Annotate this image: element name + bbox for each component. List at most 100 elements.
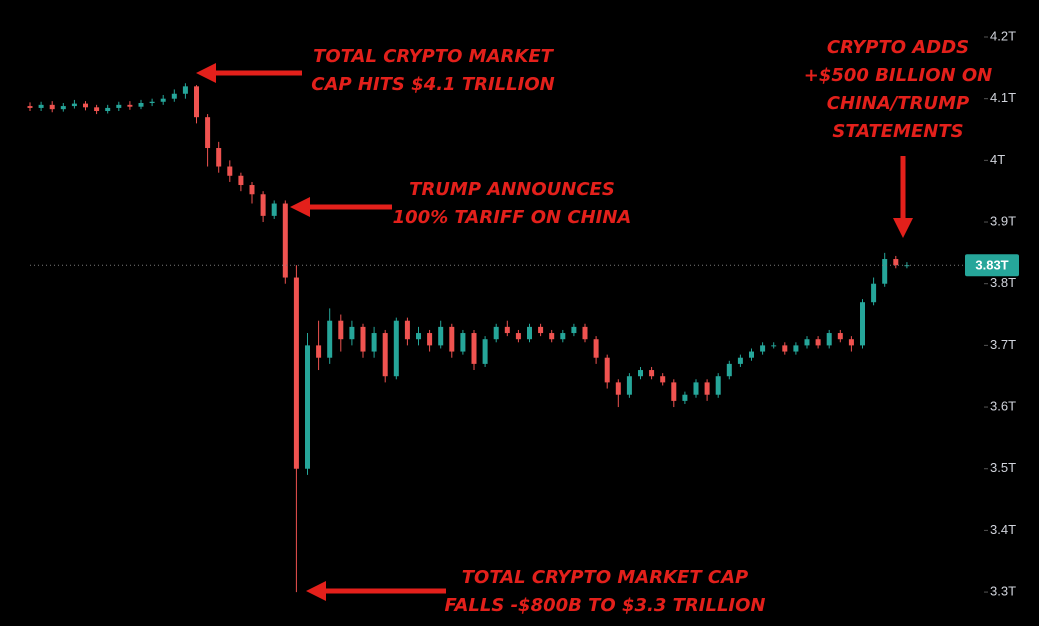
candle-body [393,320,399,377]
y-tick-label: 4.1T [990,90,1016,105]
candle-body [271,203,277,216]
candle-body [149,101,155,103]
candle-body [715,376,721,395]
candle-body [83,103,88,108]
candle-body [893,259,899,266]
candle-body [471,333,477,364]
candle-body [638,370,643,377]
y-tick-label: 3.5T [990,460,1016,475]
annotation-line: TRUMP ANNOUNCES [409,179,615,200]
candle-body [582,326,588,340]
candle-body [27,106,33,108]
candle-body [360,326,366,352]
last-price-label: 3.83T [975,258,1008,273]
candle-body [182,86,188,94]
candle-body [671,382,677,401]
annotation-line: CHINA/TRUMP [827,93,969,114]
annotation-line: TOTAL CRYPTO MARKET [313,46,555,67]
candle-body [527,326,532,340]
candle-body [660,376,666,383]
arrows [196,63,913,601]
candle-body [804,339,810,346]
y-tick-label: 3.4T [990,522,1016,537]
candle-body [882,259,888,284]
candle-body [71,103,77,107]
y-tick-label: 3.3T [990,584,1016,599]
candle-body [482,339,488,364]
candle-body [293,277,299,469]
candle-body [438,326,444,346]
candle-body [94,107,100,112]
candle-body [338,320,344,340]
candle-body [416,333,421,340]
candle-body [105,107,111,112]
candle-body [560,333,566,340]
candle-body [282,203,288,278]
candle-body [693,382,699,395]
candle-body [682,394,688,401]
candle-body [771,345,777,347]
candle-body [216,148,222,167]
candle-body [171,93,177,99]
candle-body [726,363,732,377]
annotation-line: CRYPTO ADDS [827,37,969,58]
candle-body [238,175,244,186]
candle-body [116,104,122,108]
candle-body [515,333,521,340]
candle-body [749,351,754,358]
annotation-line: 100% TARIFF ON CHINA [393,207,632,228]
candle-body [227,166,233,176]
candle-body [493,326,499,340]
candle-body [871,283,877,303]
candle-body [549,333,555,340]
candle-body [249,185,255,195]
candle-body [427,333,433,346]
candle-body [649,370,655,377]
candle-body [371,333,377,352]
candle-body [760,345,766,352]
annotation-line: CAP HITS $4.1 TRILLION [311,74,554,95]
candle-body [138,102,144,107]
candle-body [260,194,266,216]
y-tick-label: 4.2T [990,28,1016,43]
y-tick-label: 4T [990,152,1005,167]
candle-body [49,104,55,110]
candle-body [793,345,799,352]
annotations: TOTAL CRYPTO MARKET CAP HITS $4.1 TRILLI… [311,37,992,616]
candle-body [349,326,355,340]
candle-body [626,376,632,395]
candle-body [504,326,510,334]
annotation-line: +$500 BILLION ON [804,65,993,86]
candle-body [460,333,466,352]
y-tick-label: 3.7T [990,337,1016,352]
candle-body [571,326,577,334]
y-tick-label: 3.9T [990,213,1016,228]
candle-body [194,86,199,118]
candle-body [316,345,322,358]
candle-body [615,382,621,395]
last-price-box [965,254,1019,277]
y-tick-label: 3.6T [990,398,1016,413]
candle-body [38,104,44,108]
candle-body [837,333,843,340]
candle-body [737,357,743,364]
candle-body [404,320,410,340]
candles [27,83,910,593]
candle-body [127,104,133,107]
candle-body [160,98,166,102]
candle-body [604,357,610,383]
candle-body [782,345,788,352]
annotation-line: STATEMENTS [832,121,963,142]
y-tick-label: 3.8T [990,275,1016,290]
candle-body [60,106,66,110]
annotation-line: FALLS -$800B TO $3.3 TRILLION [445,595,766,616]
candle-body [538,326,544,334]
candle-body [382,333,388,377]
candle-body [848,339,854,346]
candle-body [704,382,710,395]
candle-body [860,302,865,346]
annotation-line: TOTAL CRYPTO MARKET CAP [462,567,748,588]
candle-body [205,117,211,149]
